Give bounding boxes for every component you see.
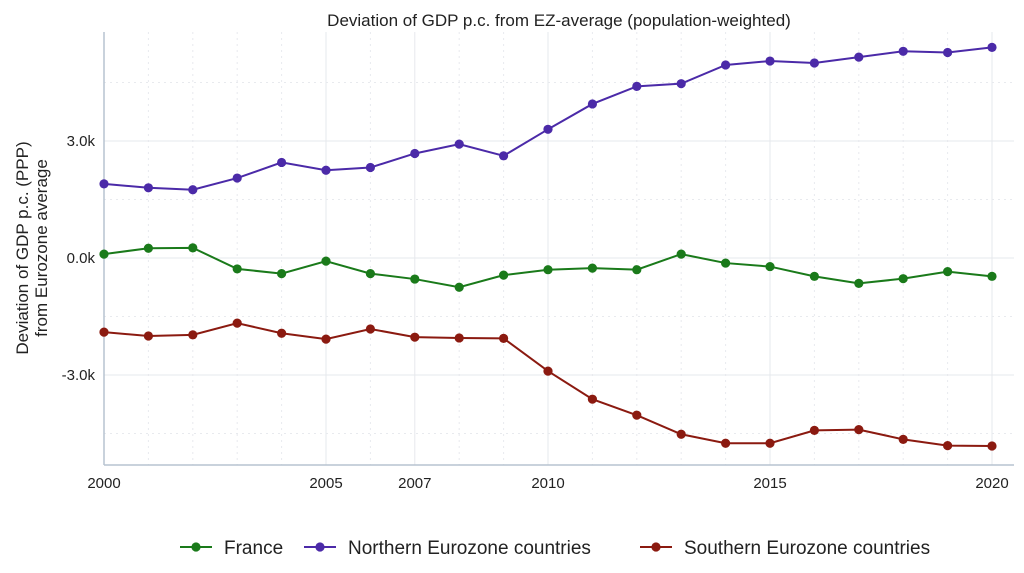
data-point-southern-eurozone-countries	[632, 410, 642, 420]
data-point-northern-eurozone-countries	[543, 124, 553, 134]
data-point-northern-eurozone-countries	[99, 179, 109, 189]
data-point-france	[277, 269, 287, 279]
data-point-france	[454, 282, 464, 292]
legend-label: France	[224, 538, 283, 559]
data-point-southern-eurozone-countries	[277, 328, 287, 338]
data-point-france	[898, 274, 908, 284]
data-point-southern-eurozone-countries	[854, 425, 864, 435]
series-france	[99, 243, 997, 292]
data-point-france	[854, 278, 864, 288]
series-southern-eurozone-countries	[99, 318, 997, 451]
data-point-france	[676, 249, 686, 259]
data-point-northern-eurozone-countries	[676, 79, 686, 89]
data-point-northern-eurozone-countries	[632, 81, 642, 91]
data-point-france	[987, 271, 997, 281]
data-point-northern-eurozone-countries	[410, 148, 420, 159]
data-point-france	[143, 243, 153, 253]
x-tick-label: 2000	[87, 475, 120, 492]
data-point-france	[765, 261, 775, 272]
data-point-france	[632, 265, 642, 275]
legend-swatch-marker	[315, 542, 325, 552]
data-point-france	[543, 265, 553, 275]
data-point-northern-eurozone-countries	[277, 157, 287, 168]
tick-labels: 2000 2005 2007 2010 2015 2020 -3.0k 0.0k 3.0k	[62, 133, 1009, 492]
series-group	[99, 42, 997, 451]
x-tick-label: 2007	[398, 475, 431, 492]
data-point-southern-eurozone-countries	[499, 333, 509, 343]
axes	[103, 32, 1014, 466]
data-point-northern-eurozone-countries	[365, 162, 375, 173]
legend-label: Southern Eurozone countries	[684, 538, 930, 559]
data-point-southern-eurozone-countries	[765, 438, 775, 448]
grid	[103, 32, 1014, 465]
y-axis-label-line2: from Eurozone average	[32, 159, 51, 337]
data-point-france	[809, 271, 820, 281]
legend-label: Northern Eurozone countries	[348, 538, 591, 559]
data-point-northern-eurozone-countries	[721, 60, 731, 70]
data-point-southern-eurozone-countries	[321, 334, 331, 344]
data-point-southern-eurozone-countries	[987, 441, 997, 451]
data-point-france	[499, 270, 509, 280]
x-tick-label: 2020	[975, 475, 1008, 492]
data-point-northern-eurozone-countries	[232, 173, 242, 183]
chart-title: Deviation of GDP p.c. from EZ-average (p…	[327, 11, 791, 30]
data-point-northern-eurozone-countries	[321, 165, 331, 175]
y-axis-label: Deviation of GDP p.c. (PPP) from Eurozon…	[13, 141, 51, 354]
data-point-southern-eurozone-countries	[454, 333, 464, 343]
legend-item-northern-eurozone-countries: Northern Eurozone countries	[304, 538, 591, 559]
y-tick-label: 3.0k	[67, 133, 96, 150]
x-tick-label: 2015	[753, 475, 786, 492]
data-point-northern-eurozone-countries	[765, 56, 775, 66]
data-point-france	[232, 264, 242, 274]
data-point-france	[943, 267, 953, 277]
x-tick-label: 2010	[531, 475, 564, 492]
y-tick-label: -3.0k	[62, 367, 96, 384]
data-point-northern-eurozone-countries	[898, 46, 908, 56]
y-tick-label: 0.0k	[67, 250, 96, 267]
series-northern-eurozone-countries	[99, 42, 997, 195]
data-point-france	[721, 258, 731, 268]
data-point-southern-eurozone-countries	[99, 327, 109, 337]
data-point-southern-eurozone-countries	[232, 318, 242, 328]
data-point-southern-eurozone-countries	[721, 438, 731, 448]
data-point-southern-eurozone-countries	[943, 440, 953, 451]
x-tick-label: 2005	[309, 475, 342, 492]
data-point-northern-eurozone-countries	[854, 52, 864, 62]
data-point-northern-eurozone-countries	[809, 58, 820, 68]
legend-item-france: France	[180, 538, 283, 559]
data-point-southern-eurozone-countries	[676, 429, 686, 439]
data-point-france	[410, 274, 420, 284]
legend: France Northern Eurozone countries Souther…	[180, 538, 930, 559]
data-point-northern-eurozone-countries	[499, 151, 509, 161]
data-point-northern-eurozone-countries	[454, 139, 464, 149]
data-point-northern-eurozone-countries	[587, 99, 598, 109]
y-axis-label-line1: Deviation of GDP p.c. (PPP)	[13, 141, 32, 354]
data-point-southern-eurozone-countries	[898, 434, 908, 444]
data-point-france	[99, 249, 109, 259]
legend-item-southern-eurozone-countries: Southern Eurozone countries	[640, 538, 930, 559]
data-point-southern-eurozone-countries	[809, 425, 820, 435]
data-point-france	[188, 243, 198, 253]
data-point-southern-eurozone-countries	[587, 394, 598, 404]
data-point-france	[587, 263, 598, 273]
legend-swatch-marker	[191, 542, 201, 552]
data-point-france	[321, 256, 331, 266]
data-point-northern-eurozone-countries	[987, 42, 997, 53]
data-point-southern-eurozone-countries	[365, 324, 375, 334]
data-point-northern-eurozone-countries	[143, 183, 153, 193]
data-point-southern-eurozone-countries	[410, 332, 420, 342]
data-point-southern-eurozone-countries	[188, 330, 198, 340]
data-point-northern-eurozone-countries	[943, 47, 953, 58]
legend-swatch-marker	[651, 542, 661, 552]
data-point-france	[365, 269, 375, 279]
data-point-northern-eurozone-countries	[188, 185, 198, 195]
data-point-southern-eurozone-countries	[143, 331, 153, 341]
data-point-southern-eurozone-countries	[543, 366, 553, 376]
